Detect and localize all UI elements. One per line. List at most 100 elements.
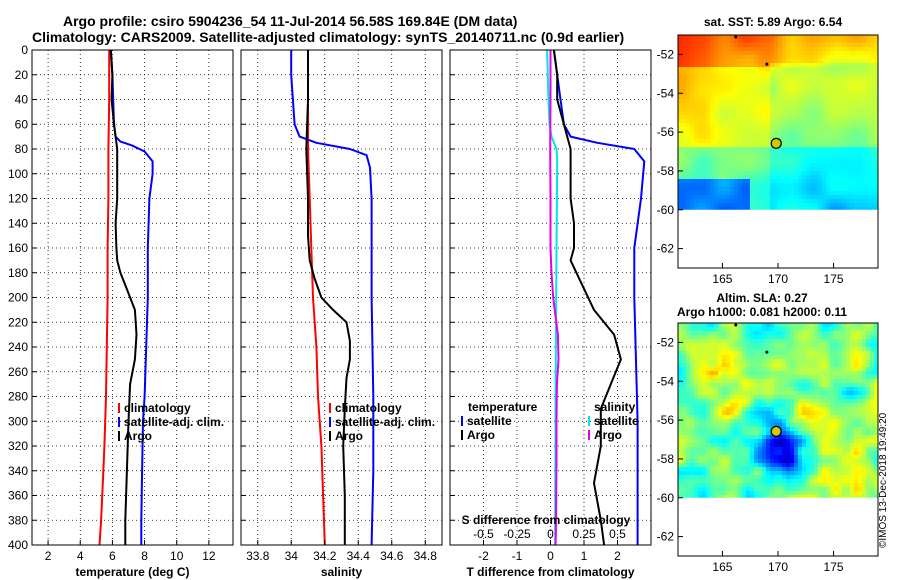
map-y-tick-label: -54 — [657, 374, 675, 388]
map-y-tick-label: -52 — [657, 47, 675, 61]
legend-label: climatology — [124, 401, 191, 415]
y-tick-label: 20 — [15, 68, 29, 82]
map-panel-sst: 165 170 175 -52 -54 -56 -58 -60 -62 — [657, 34, 879, 286]
x-axis-label: salinity — [321, 565, 363, 579]
top-tick-label: 0.25 — [572, 527, 596, 541]
map-y-tick-label: -62 — [657, 530, 675, 544]
top-tick-label: -0.25 — [503, 527, 531, 541]
y-tick-label: 400 — [8, 538, 28, 552]
figure-title-line-2: Climatology: CARS2009. Satellite-adjuste… — [32, 29, 625, 45]
y-tick-label: 320 — [8, 439, 28, 453]
series-line-argo — [109, 49, 138, 545]
copyright-stamp: ©IMOS 13-Dec-2018 19:49:20 — [878, 412, 889, 548]
x-tick-label: 10 — [170, 549, 184, 563]
y-tick-label: 0 — [21, 43, 28, 57]
series-line-climatology — [98, 50, 111, 546]
map-y-tick-label: -56 — [657, 125, 675, 139]
x-tick-label: 2 — [45, 549, 52, 563]
top-tick-label: 0.5 — [609, 527, 626, 541]
map-field-sla — [678, 323, 878, 498]
x-tick-label: 2 — [614, 549, 621, 563]
map-y-tick-label: -62 — [657, 242, 675, 256]
y-tick-label: 280 — [8, 390, 28, 404]
figure-title-line-1: Argo profile: csiro 5904236_54 11-Jul-20… — [63, 13, 518, 29]
map-y-tick-label: -52 — [657, 335, 675, 349]
map-x-tick-label: 170 — [768, 272, 788, 286]
y-tick-label: 240 — [8, 340, 28, 354]
series-line-argo — [305, 50, 351, 545]
map-y-tick-label: -58 — [657, 452, 675, 466]
x-tick-label: 34.6 — [380, 549, 404, 563]
series-line-temperature-satellite — [552, 49, 646, 545]
map-title-sla: Altim. SLA: 0.27 — [716, 291, 808, 305]
top-tick-label: 0 — [547, 527, 554, 541]
x-tick-label: 34.2 — [313, 549, 337, 563]
x-tick-label: -1 — [512, 549, 523, 563]
legend-heading-temperature: temperature — [468, 400, 538, 414]
x-tick-label: 6 — [109, 549, 116, 563]
y-tick-label: 220 — [8, 315, 28, 329]
map-panel-sla: 165 170 175 -52 -54 -56 -58 -60 -62 — [657, 322, 879, 574]
map-x-tick-label: 170 — [768, 560, 788, 574]
x-tick-label: 33.8 — [246, 549, 270, 563]
legend-label: satellite — [594, 414, 639, 428]
argo-location-marker — [770, 425, 782, 437]
x-tick-label: 8 — [141, 549, 148, 563]
top-axis-label: S difference from climatology — [462, 513, 631, 527]
reference-dot — [734, 35, 738, 39]
profile-panel-2: 33.8 34 34.2 34.4 34.6 34.8 salinity climatolog… — [240, 49, 443, 579]
x-tick-label: 4 — [77, 549, 84, 563]
map-y-tick-label: -60 — [657, 203, 675, 217]
profile-panel-3: -2 -1 0 1 2 T difference from climatology temp… — [449, 49, 652, 579]
legend-label: satellite — [467, 414, 512, 428]
map-x-tick-label: 165 — [712, 560, 732, 574]
y-tick-label: 200 — [8, 291, 28, 305]
map-y-tick-label: -60 — [657, 491, 675, 505]
map-field-sst — [678, 35, 878, 210]
y-tick-label: 40 — [15, 93, 29, 107]
x-tick-label: -2 — [478, 549, 489, 563]
reference-dot — [765, 62, 769, 66]
x-tick-label: 1 — [581, 549, 588, 563]
map-x-tick-label: 165 — [712, 272, 732, 286]
reference-dot — [765, 350, 769, 354]
x-tick-label: 34.4 — [347, 549, 371, 563]
legend-label: climatology — [335, 401, 402, 415]
legend-label: Argo — [467, 428, 495, 442]
x-tick-label: 34 — [285, 549, 299, 563]
y-tick-label: 140 — [8, 216, 28, 230]
legend-label: Argo — [124, 429, 152, 443]
profile-panel-1: 2 4 6 8 10 12 temperature (deg C) 0 20 40 60 80 100 1… — [8, 43, 234, 579]
legend-heading-salinity: salinity — [594, 400, 636, 414]
y-tick-label: 300 — [8, 414, 28, 428]
map-y-tick-label: -54 — [657, 86, 675, 100]
argo-location-marker — [770, 137, 782, 149]
y-tick-label: 260 — [8, 365, 28, 379]
series-line-satellite-adj-clim- — [290, 50, 375, 546]
y-tick-label: 340 — [8, 464, 28, 478]
map-title-sst: sat. SST: 5.89 Argo: 6.54 — [704, 15, 843, 29]
legend-label: satellite-adj. clim. — [335, 415, 435, 429]
x-axis-label: temperature (deg C) — [75, 565, 189, 579]
y-tick-label: 380 — [8, 513, 28, 527]
y-tick-label: 60 — [15, 117, 29, 131]
legend-label: satellite-adj. clim. — [124, 415, 224, 429]
top-tick-label: -0.5 — [473, 527, 494, 541]
map-y-tick-label: -56 — [657, 413, 675, 427]
y-tick-label: 100 — [8, 167, 28, 181]
y-tick-label: 80 — [15, 142, 29, 156]
x-tick-label: 0 — [547, 549, 554, 563]
y-tick-label: 160 — [8, 241, 28, 255]
reference-dot — [734, 323, 738, 327]
series-line-temperature-argo — [552, 49, 622, 546]
series-line-salinity-argo — [549, 50, 560, 546]
map-y-tick-label: -58 — [657, 164, 675, 178]
y-tick-label: 120 — [8, 192, 28, 206]
y-tick-label: 180 — [8, 266, 28, 280]
x-tick-label: 34.8 — [414, 549, 438, 563]
x-tick-label: 12 — [202, 549, 216, 563]
map-subtitle-sla: Argo h1000: 0.081 h2000: 0.11 — [677, 305, 847, 319]
map-x-tick-label: 175 — [824, 272, 844, 286]
legend-label: Argo — [594, 428, 622, 442]
